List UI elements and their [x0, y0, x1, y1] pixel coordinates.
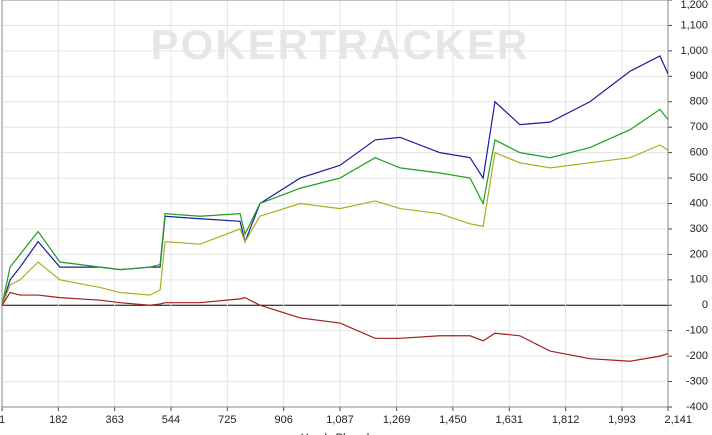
- x-tick-label: 1,087: [326, 414, 354, 426]
- x-tick-label: 1,450: [439, 414, 467, 426]
- y-tick-label: 200: [690, 248, 708, 260]
- x-tick-label: 2,141: [664, 414, 692, 426]
- y-tick-label: 800: [690, 96, 708, 108]
- watermark: POKERTRACKER: [151, 21, 530, 68]
- y-tick-label: 700: [690, 121, 708, 133]
- y-tick-label: 900: [690, 70, 708, 82]
- y-tick-label: 600: [690, 147, 708, 159]
- x-tick-label: 1,269: [383, 414, 411, 426]
- x-tick-label: 1,631: [496, 414, 524, 426]
- y-tick-label: -400: [686, 401, 708, 413]
- y-tick-label: -300: [686, 375, 708, 387]
- x-tick-label: 1,812: [552, 414, 580, 426]
- series-line: [1, 108, 669, 306]
- y-tick-label: 1,000: [680, 45, 708, 57]
- x-tick-label: 544: [162, 414, 180, 426]
- x-tick-label: 1: [0, 414, 5, 426]
- y-tick-label: -200: [686, 350, 708, 362]
- x-tick-label: 182: [49, 414, 67, 426]
- series-line: [1, 144, 669, 306]
- series-line: [1, 55, 669, 306]
- x-tick-label: 1,993: [608, 414, 636, 426]
- plot-border: [1, 0, 669, 408]
- x-tick-label: 906: [274, 414, 292, 426]
- x-tick-label: 725: [218, 414, 236, 426]
- y-tick-label: 400: [690, 197, 708, 209]
- series-line: [1, 291, 669, 362]
- y-tick-label: 100: [690, 274, 708, 286]
- y-tick-label: 1,200: [680, 0, 708, 11]
- y-tick-label: -100: [686, 325, 708, 337]
- x-axis-label: Hands Played: [301, 432, 370, 435]
- y-tick-label: 500: [690, 172, 708, 184]
- y-tick-label: 1,100: [680, 19, 708, 31]
- y-tick-label: 300: [690, 223, 708, 235]
- x-tick-label: 363: [105, 414, 123, 426]
- y-tick-label: 0: [702, 299, 708, 311]
